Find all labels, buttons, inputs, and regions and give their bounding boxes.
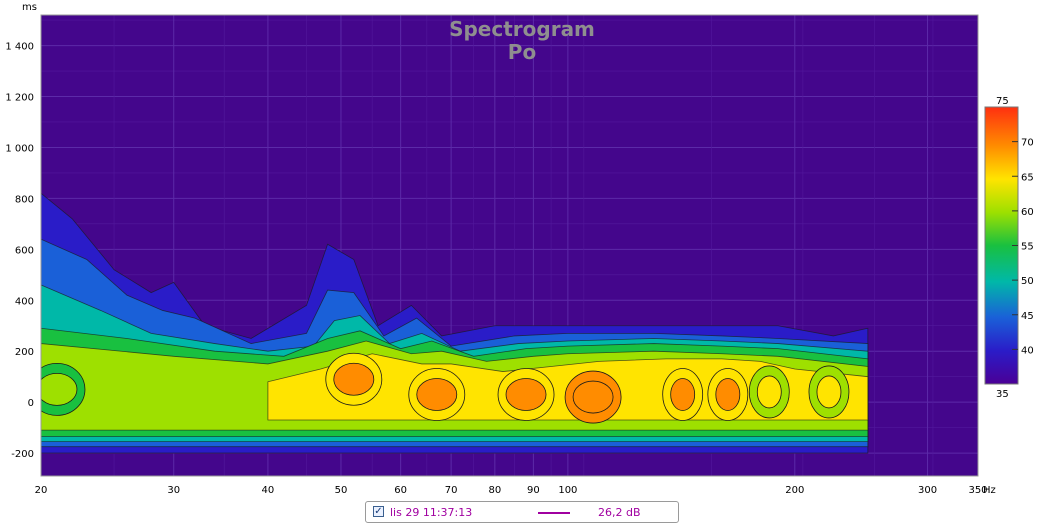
chart-subtitle: Po [508,40,536,64]
peak-core [41,373,78,406]
y-tick-label: 800 [15,194,34,205]
colorbar-top-label: 75 [996,96,1009,107]
plot-border [40,14,979,477]
x-tick-label: 350 [968,485,987,496]
measurement-line-swatch [538,512,570,514]
x-tick-label: 70 [445,485,458,496]
colorbar-tick-label: 50 [1021,276,1034,287]
y-axis-ticks: 1 400 1 200 1 000 800 600 400 200 0 -200 [5,42,34,461]
x-tick-label: 200 [785,485,804,496]
colorbar-tick-label: 45 [1021,311,1034,322]
measurement-legend: ✓ lis 29 11:37:13 26,2 dB [365,501,679,523]
peak-core [756,375,782,409]
peak-core [333,362,375,396]
colorbar-bottom-label: 35 [996,389,1009,400]
x-tick-label: 20 [35,485,48,496]
x-tick-label: 80 [488,485,501,496]
peak-core [416,378,458,411]
colorbar-tick-label: 60 [1021,207,1034,218]
peak-core [670,378,696,411]
peak-core [816,375,842,409]
x-tick-label: 60 [394,485,407,496]
y-tick-label: 200 [15,347,34,358]
x-tick-label: 30 [167,485,180,496]
x-tick-label: 50 [335,485,348,496]
chart-title: Spectrogram [449,17,595,41]
x-tick-label: 40 [262,485,275,496]
y-tick-label: 1 200 [5,93,34,104]
measurement-checkbox[interactable]: ✓ [373,506,384,517]
x-unit-label: Hz [983,485,996,496]
x-tick-label: 100 [558,485,577,496]
y-unit-label: ms [22,2,37,13]
peak-core [572,380,614,414]
colorbar-tick-label: 40 [1021,345,1034,356]
y-tick-label: 400 [15,296,34,307]
plot-area [40,14,979,477]
y-tick-label: 0 [28,398,34,409]
peak-core [505,378,547,411]
x-tick-label: 300 [918,485,937,496]
peak-core [715,378,741,411]
measurement-name: lis 29 11:37:13 [390,506,473,519]
y-tick-label: -200 [11,449,34,460]
y-tick-label: 1 400 [5,42,34,53]
x-tick-label: 90 [527,485,540,496]
colorbar-tick-label: 65 [1021,172,1034,183]
spectrogram-surface [41,192,869,454]
colorbar-tick-label: 55 [1021,242,1034,253]
colorbar: 75 35 70 65 60 55 50 45 40 [984,96,1034,400]
y-tick-label: 1 000 [5,143,34,154]
colorbar-tick-label: 70 [1021,138,1034,149]
colorbar-ticks: 70 65 60 55 50 45 40 [1012,138,1034,356]
y-tick-label: 600 [15,245,34,256]
x-axis-ticks: 20 30 40 50 60 70 80 90 100 200 300 350 [35,485,988,496]
measurement-value: 26,2 dB [598,506,641,519]
